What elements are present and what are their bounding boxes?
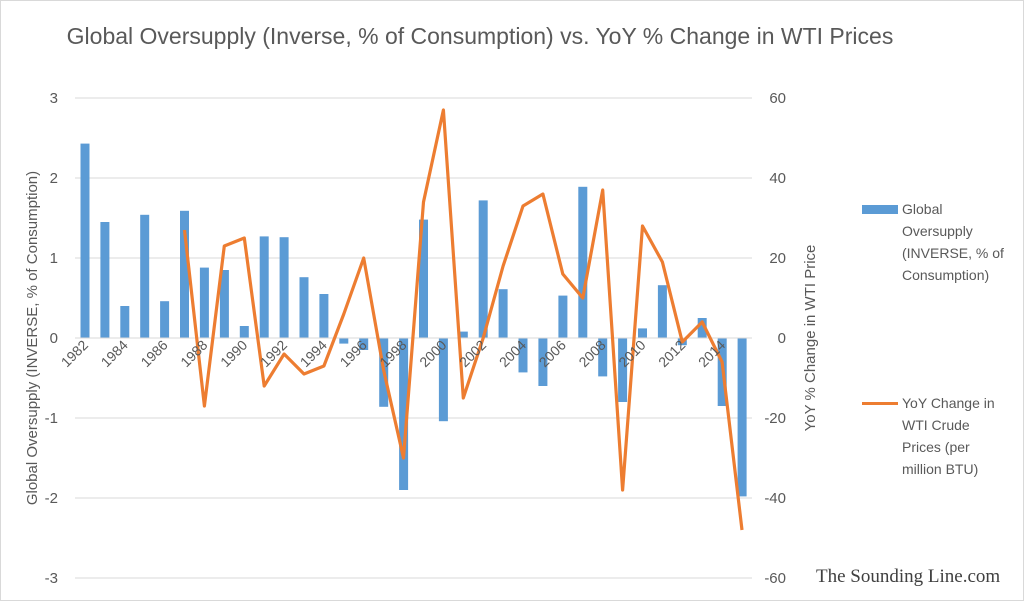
bar xyxy=(518,338,528,373)
bar xyxy=(697,318,707,338)
x-tick-label: 1986 xyxy=(137,337,170,370)
bar xyxy=(199,267,209,338)
x-tick-label: 1988 xyxy=(177,337,210,370)
y-left-tick-label: 1 xyxy=(50,250,58,267)
bar xyxy=(737,338,747,497)
bar xyxy=(120,306,130,338)
bar xyxy=(239,326,249,338)
x-tick-label: 1990 xyxy=(217,337,250,370)
legend-swatch-line xyxy=(862,402,898,405)
bar xyxy=(259,236,269,338)
y-left-tick-label: 3 xyxy=(50,90,58,107)
bar xyxy=(478,200,488,338)
bar xyxy=(657,285,667,338)
y-left-tick-label: 2 xyxy=(50,170,58,187)
y-left-tick-label: -2 xyxy=(45,490,58,507)
bar xyxy=(498,289,508,338)
bar xyxy=(339,338,349,344)
y-left-tick-label: -1 xyxy=(45,410,58,427)
legend-label-oversupply: Global Oversupply (INVERSE, % of Consump… xyxy=(902,201,1004,283)
y-left-tick-label: 0 xyxy=(50,330,58,347)
bar xyxy=(140,214,150,338)
y-right-tick-label: -60 xyxy=(764,570,786,587)
bar xyxy=(419,219,428,338)
y-left-axis-title: Global Oversupply (INVERSE, % of Consump… xyxy=(24,171,41,505)
bar xyxy=(279,237,289,338)
y-right-tick-label: -20 xyxy=(764,410,786,427)
bar xyxy=(578,186,588,338)
watermark: The Sounding Line.com xyxy=(816,566,1001,587)
bar xyxy=(538,338,548,386)
y-right-tick-label: 20 xyxy=(769,250,786,267)
legend-swatch-bar xyxy=(862,205,898,214)
bar xyxy=(180,210,189,338)
y-right-tick-label: 40 xyxy=(769,170,786,187)
series-line xyxy=(182,108,744,531)
bar xyxy=(100,222,110,338)
bar xyxy=(558,295,568,338)
y-right-tick-label: 60 xyxy=(769,90,786,107)
bar xyxy=(160,301,170,338)
bar xyxy=(458,331,468,338)
x-tick-label: 1984 xyxy=(98,337,131,370)
bar xyxy=(598,338,608,377)
y-right-tick-label: -40 xyxy=(764,490,786,507)
bar xyxy=(319,294,329,338)
bar xyxy=(219,270,229,338)
bar xyxy=(80,143,90,338)
bar xyxy=(638,328,647,338)
bar xyxy=(399,338,409,490)
y-left-tick-label: -3 xyxy=(45,570,58,587)
bar xyxy=(359,338,369,350)
chart-title: Global Oversupply (Inverse, % of Consump… xyxy=(66,23,894,49)
y-right-tick-label: 0 xyxy=(778,330,786,347)
bar xyxy=(618,338,628,402)
x-tick-label: 1982 xyxy=(58,337,91,370)
y-right-axis-title: YoY % Change in WTI Price xyxy=(802,245,819,432)
bar xyxy=(438,338,448,422)
bar xyxy=(299,277,309,338)
legend-label-wti: YoY Change in WTI Crude Prices (per mill… xyxy=(902,395,995,477)
